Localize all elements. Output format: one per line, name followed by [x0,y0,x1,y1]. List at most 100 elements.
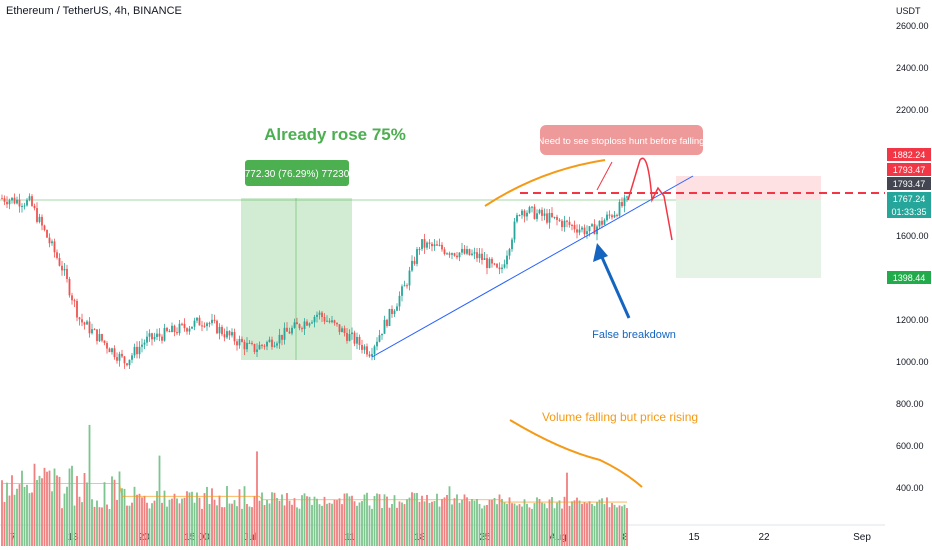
volume-bar [201,508,203,546]
candle-body [256,349,258,352]
candle-body [546,213,548,223]
volume-bar [376,493,378,546]
volume-bar [41,478,43,546]
volume-bar [518,504,521,546]
candle-body [398,295,401,307]
volume-bar [413,493,416,546]
volume-bar [606,497,608,546]
support-trendline [371,175,694,358]
candle-body [61,265,63,271]
candle-body [578,229,581,233]
candle-body [301,328,303,330]
candle-body [623,197,626,207]
candle-body [326,320,328,322]
candle-body [331,320,333,323]
candle-body [363,346,366,350]
volume-bar [108,508,111,546]
volume-bar [138,493,141,546]
range-label-text: 772.30 (76.29%) 77230 [245,169,350,180]
volume-bar [533,503,536,546]
volume-bar [486,504,488,546]
volume-bar [601,498,603,546]
volume-bar [241,508,243,546]
volume-bar [521,506,523,546]
candle-body [466,249,468,254]
candle-body [423,239,426,248]
price-tag-label: 1882.24 [893,150,926,160]
volume-bar [593,506,596,546]
candle-body [333,320,336,323]
volume-bar [571,501,573,546]
volume-bar [366,492,368,546]
candle-body [543,213,546,216]
volume-bar [198,497,201,546]
volume-bar [163,490,166,546]
price-axis-tick: 2400.00 [896,63,929,73]
candle-body [406,285,408,287]
volume-bar [511,503,513,546]
volume-bar [588,501,591,546]
volume-bar [8,495,11,546]
candle-body [16,199,18,204]
volume-bar [81,502,83,546]
volume-bar [203,493,206,546]
volume-bar [103,482,106,546]
candle-body [153,336,156,340]
volume-bar [196,492,198,546]
volume-bar [436,493,438,546]
volume-bar [581,503,583,546]
volume-bar [336,500,338,546]
price-axis-tick: 2200.00 [896,105,929,115]
volume-bar [473,500,476,546]
volume-bar [388,507,391,546]
candle-body [141,344,143,347]
candle-body [618,201,621,216]
candle-body [341,328,343,333]
volume-bar [28,493,31,546]
candle-body [193,320,196,327]
volume-bar [481,508,483,546]
candle-body [186,328,188,332]
volume-bar [301,495,303,546]
candle-body [146,336,148,343]
volume-bar [71,465,73,546]
volume-bar [261,492,263,546]
candle-body [236,341,238,346]
volume-bar [431,501,433,546]
volume-bar [218,495,221,546]
candle-body [53,241,56,253]
candle-body [461,248,463,253]
candle-body [353,332,356,344]
candle-body [263,345,266,347]
chart-title: Ethereum / TetherUS, 4h, BINANCE [6,5,182,17]
candle-body [103,340,106,344]
volume-bar [271,492,273,546]
candle-body [481,253,483,260]
price-tag-label: 1398.44 [893,273,926,283]
candle-body [593,224,596,235]
volume-bar [161,502,163,546]
candle-body [421,239,423,249]
volume-bar [193,502,196,546]
candle-body [38,216,41,222]
candle-body [336,322,338,325]
candle-body [271,339,273,347]
volume-bar [296,507,298,546]
volume-bar [173,493,176,546]
volume-bar [63,493,66,546]
volume-bar [243,486,246,546]
candle-body [586,231,588,235]
price-tag [887,148,931,161]
candle-body [151,333,153,340]
volume-bar [111,476,113,546]
candle-body [46,229,48,238]
volume-bar [558,500,561,546]
candle-body [196,317,198,321]
candle-body [286,327,288,332]
candle-body [581,227,583,230]
volume-bar [313,496,316,546]
volume-bar [178,503,181,546]
volume-bar [171,498,173,546]
volume-bar [391,504,393,546]
